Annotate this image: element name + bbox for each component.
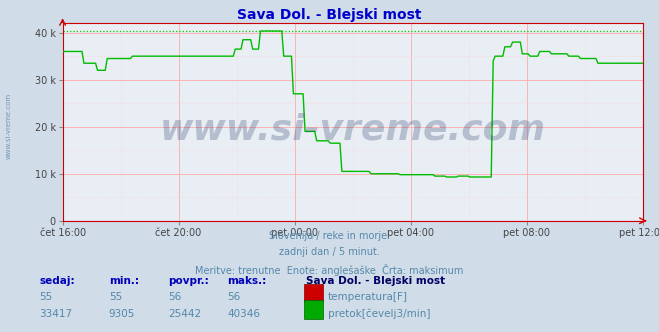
Text: 40346: 40346 — [227, 309, 260, 319]
Text: zadnji dan / 5 minut.: zadnji dan / 5 minut. — [279, 247, 380, 257]
Text: 25442: 25442 — [168, 309, 201, 319]
Text: 55: 55 — [109, 292, 122, 302]
Text: Sava Dol. - Blejski most: Sava Dol. - Blejski most — [237, 8, 422, 22]
Text: min.:: min.: — [109, 276, 139, 286]
Text: www.si-vreme.com: www.si-vreme.com — [159, 113, 546, 147]
Text: 9305: 9305 — [109, 309, 135, 319]
Text: 33417: 33417 — [40, 309, 72, 319]
Text: www.si-vreme.com: www.si-vreme.com — [5, 93, 11, 159]
Text: 55: 55 — [40, 292, 53, 302]
Text: 56: 56 — [168, 292, 181, 302]
Text: povpr.:: povpr.: — [168, 276, 209, 286]
Text: Slovenija / reke in morje.: Slovenija / reke in morje. — [269, 231, 390, 241]
Text: Sava Dol. - Blejski most: Sava Dol. - Blejski most — [306, 276, 445, 286]
Text: pretok[čevelj3/min]: pretok[čevelj3/min] — [328, 308, 430, 319]
Text: maks.:: maks.: — [227, 276, 267, 286]
Text: 56: 56 — [227, 292, 241, 302]
Text: sedaj:: sedaj: — [40, 276, 75, 286]
Text: Meritve: trenutne  Enote: anglešaške  Črta: maksimum: Meritve: trenutne Enote: anglešaške Črta… — [195, 264, 464, 276]
Text: temperatura[F]: temperatura[F] — [328, 292, 407, 302]
